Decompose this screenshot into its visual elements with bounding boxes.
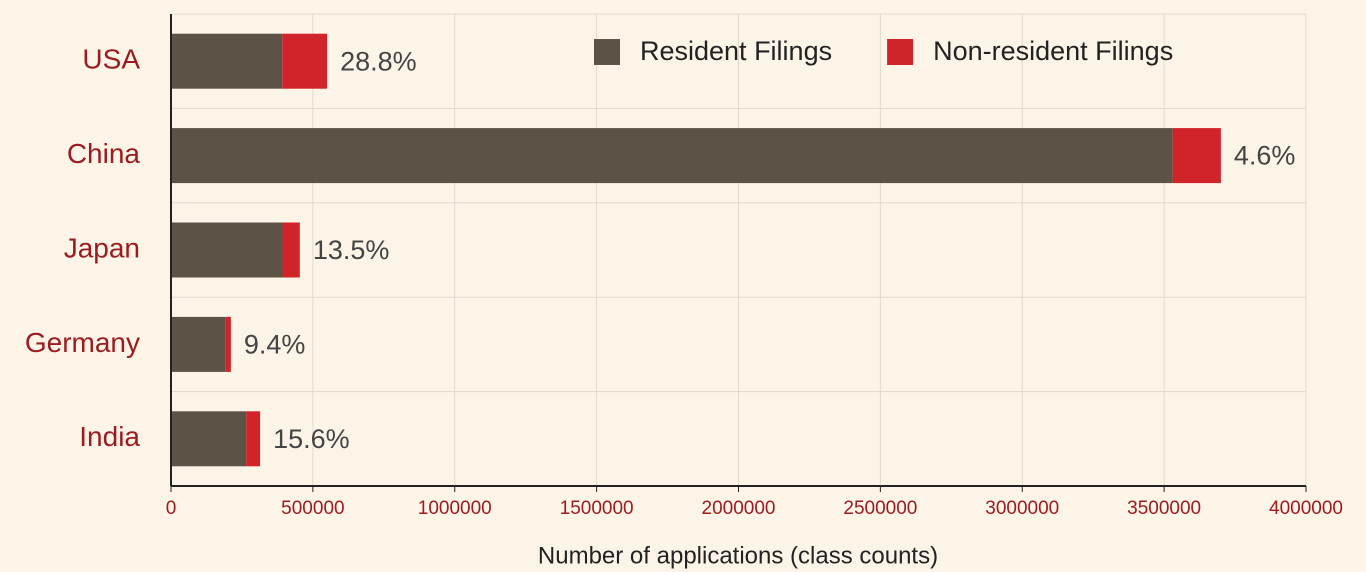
legend-label: Non-resident Filings — [933, 36, 1173, 66]
bar-label: 9.4% — [244, 330, 306, 360]
legend-swatch — [594, 39, 620, 65]
bar-segment — [171, 316, 226, 372]
bar-segment — [171, 33, 283, 89]
bar-segment — [225, 316, 231, 372]
x-tick-label: 4000000 — [1269, 498, 1343, 519]
bar-segment — [171, 411, 247, 467]
bar-segment — [171, 128, 1173, 184]
bar-segment — [282, 33, 328, 89]
legend-swatch — [887, 39, 914, 65]
x-tick-label: 500000 — [281, 498, 344, 519]
x-tick-label: 3000000 — [985, 498, 1059, 519]
bar-label: 4.6% — [1234, 141, 1296, 171]
y-tick-label: Germany — [25, 327, 140, 358]
bar-label: 15.6% — [273, 424, 350, 454]
y-tick-label: India — [79, 421, 140, 452]
bar-segment — [282, 222, 300, 278]
y-tick-label: China — [67, 138, 141, 169]
bar-segment — [171, 222, 283, 278]
x-tick-label: 2000000 — [702, 498, 776, 519]
y-tick-label: USA — [82, 44, 140, 75]
x-tick-label: 0 — [166, 498, 177, 519]
legend-label: Resident Filings — [640, 36, 832, 66]
y-tick-label: Japan — [64, 232, 140, 263]
x-tick-label: 3500000 — [1127, 498, 1201, 519]
x-tick-label: 2500000 — [843, 498, 917, 519]
bar-segment — [246, 411, 261, 467]
x-tick-label: 1500000 — [560, 498, 634, 519]
bar-label: 13.5% — [313, 235, 390, 265]
x-axis-label: Number of applications (class counts) — [538, 542, 938, 569]
bar-segment — [1172, 128, 1221, 184]
bar-label: 28.8% — [340, 46, 417, 76]
x-tick-label: 1000000 — [418, 498, 492, 519]
